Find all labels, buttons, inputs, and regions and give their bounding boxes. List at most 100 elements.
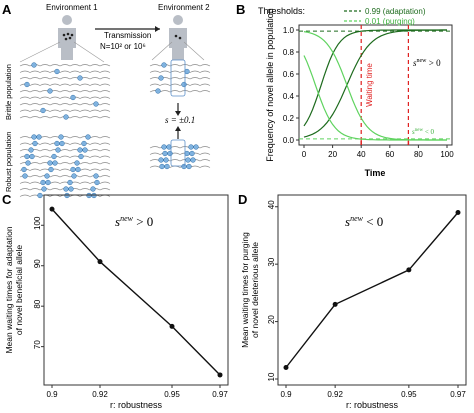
y-tick-label: 80 — [33, 299, 42, 308]
y-axis-label-line2: of novel deleterious allele — [250, 242, 260, 338]
panel-c: C snew > 0 Mean waiting times for adapta… — [2, 192, 229, 410]
mutation-marker — [77, 147, 83, 153]
genome-line — [19, 70, 111, 73]
y-tick-label: 0.8 — [283, 48, 295, 57]
genome-line — [19, 168, 111, 171]
x-axis-label: r: robustness — [110, 400, 163, 408]
s-negative-annotation: snew < 0 — [412, 128, 435, 136]
mutation-marker — [161, 144, 167, 150]
mutation-marker — [186, 163, 192, 170]
arrow-down-head — [175, 111, 181, 116]
data-point — [406, 267, 412, 273]
x-tick-label: 0.97 — [212, 390, 228, 399]
mutation-marker — [166, 144, 172, 150]
y-tick-label: 0.4 — [283, 92, 295, 101]
mutation-marker — [36, 134, 42, 140]
y-tick-label: 40 — [267, 200, 276, 209]
mutation-marker — [94, 179, 100, 186]
mutation-marker — [52, 160, 58, 166]
environment-1-label: Environment 1 — [46, 3, 98, 12]
y-tick-label: 1.0 — [283, 26, 295, 35]
y-tick-label: 10 — [267, 372, 276, 381]
x-tick-label: 0.9 — [46, 390, 58, 399]
x-tick-label: 0.92 — [92, 390, 108, 399]
y-tick-label: 70 — [33, 340, 42, 349]
s-positive-annotation: snew > 0 — [115, 214, 153, 229]
x-tick-label: 0 — [302, 150, 307, 159]
data-point — [455, 209, 461, 215]
panel-a: A Environment 1 Environment 2 Transmissi… — [2, 2, 211, 199]
mutation-marker — [70, 166, 76, 173]
series-group: 0.9 0.92 0.95 0.97 10 20 30 40 — [267, 200, 466, 399]
series-line — [285, 212, 459, 368]
mutation-marker — [40, 107, 46, 114]
arrow-up-head — [175, 126, 181, 131]
y-axis-label-line1: Mean waiting times for adaptation — [4, 226, 14, 353]
genome-line — [19, 77, 111, 80]
panel-c-letter: C — [2, 192, 12, 207]
mutation-marker — [93, 101, 99, 107]
mutation-marker — [85, 134, 91, 140]
mutation-marker — [28, 147, 34, 153]
genome-line — [149, 83, 211, 86]
genome-line — [19, 155, 111, 158]
x-tick-label: 20 — [328, 150, 337, 159]
curve-group — [299, 25, 452, 145]
mutation-marker — [29, 153, 35, 160]
mutation-marker — [25, 160, 31, 166]
mutation-marker — [74, 160, 80, 166]
panel-d-letter: D — [238, 192, 247, 207]
mutation-marker — [58, 134, 64, 140]
y-tick-label: 90 — [33, 259, 42, 268]
s-negative-annotation: snew < 0 — [345, 214, 383, 229]
mutation-marker — [47, 88, 53, 94]
mutation-marker — [185, 157, 191, 163]
y-axis-label-line1: Mean waiting times for purging — [240, 232, 250, 348]
mutation-marker — [48, 166, 54, 173]
panel-d: D snew < 0 Mean waiting times for purgin… — [238, 192, 467, 410]
y-tick-label: 0.0 — [283, 136, 295, 145]
mutation-marker — [31, 62, 37, 68]
mutation-marker — [41, 186, 47, 192]
mutation-marker — [163, 157, 169, 163]
mutation-marker — [181, 81, 187, 88]
x-tick-label: 0.92 — [327, 390, 343, 399]
y-tick-label: 0.6 — [283, 70, 295, 79]
x-tick-label: 100 — [440, 150, 454, 159]
series-group: 0.9 0.92 0.95 0.97 70 80 90 100 — [33, 206, 228, 399]
mutation-marker — [32, 140, 38, 147]
mutation-marker — [193, 144, 199, 150]
y-tick-label: 20 — [267, 315, 276, 324]
mutation-marker — [67, 179, 73, 186]
mutation-marker — [164, 163, 170, 170]
mutation-marker — [75, 166, 81, 173]
legend-title: Thresholds: — [258, 6, 305, 16]
mutation-marker — [158, 75, 164, 81]
tick-group: 0 20 40 60 80 100 0.0 0.2 0.4 0.6 0.8 1.0 — [283, 26, 454, 159]
legend-purging: 0.01 (purging) — [365, 17, 415, 26]
mutation-marker — [59, 140, 65, 147]
genome-line — [149, 70, 211, 73]
x-tick-label: 0.95 — [401, 390, 417, 399]
mutation-marker — [55, 147, 61, 153]
genome-line — [149, 152, 211, 155]
data-point — [283, 365, 289, 371]
series-line — [51, 208, 221, 376]
population-size-label: N=10² or 10⁶ — [100, 42, 146, 51]
genome-line — [149, 146, 211, 149]
mutation-marker — [68, 186, 74, 192]
genome-line — [19, 83, 111, 86]
mutation-marker — [31, 134, 37, 140]
mutation-marker — [22, 173, 28, 179]
curve-adaptation-robust — [303, 29, 447, 138]
mutation-marker — [158, 157, 164, 163]
legend-adaptation: 0.99 (adaptation) — [365, 7, 426, 16]
panel-b-letter: B — [236, 2, 245, 17]
y-tick-label: 30 — [267, 257, 276, 266]
genome-line — [149, 64, 211, 67]
mutation-marker — [189, 150, 195, 157]
mutation-marker — [24, 81, 30, 88]
x-tick-label: 80 — [414, 150, 423, 159]
genome-line — [19, 162, 111, 165]
plot-frame — [298, 24, 453, 146]
